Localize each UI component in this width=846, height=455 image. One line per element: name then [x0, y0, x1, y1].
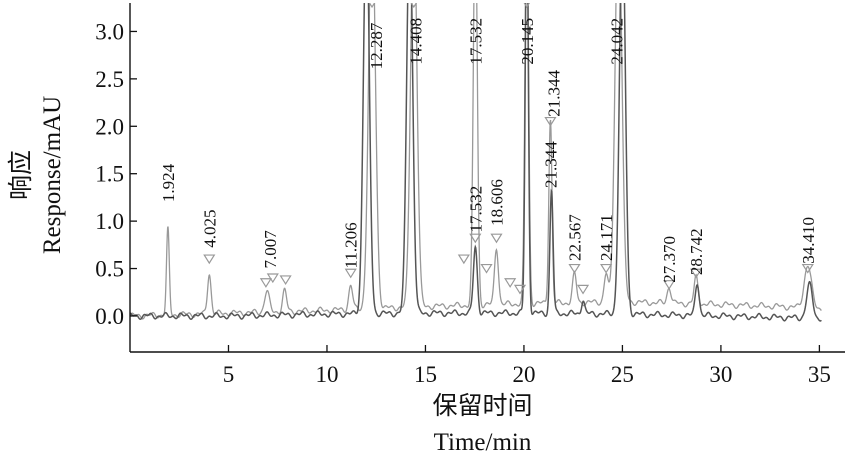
peak-label-8: 20.145 [518, 18, 537, 65]
peak-label-2: 4.025 [200, 209, 219, 247]
peak-marker-11 [490, 233, 503, 244]
peak-marker-12 [504, 278, 517, 288]
peak-marker-5 [344, 268, 357, 279]
peak-marker-10 [480, 263, 493, 274]
y-tick-label-0: 0.0 [95, 304, 124, 329]
peak-label-12: 18.606 [487, 179, 506, 226]
traces [130, 3, 822, 322]
peak-label-17: 28.742 [687, 228, 706, 275]
peak-marker-8 [457, 254, 470, 265]
peak-label-14: 22.567 [566, 214, 585, 261]
x-tick-label-20: 20 [512, 362, 535, 387]
peak-label-16: 27.370 [660, 236, 679, 283]
x-tick-label-10: 10 [315, 362, 338, 387]
x-tick-label-30: 30 [709, 362, 732, 387]
peak-label-15: 24.171 [597, 214, 616, 261]
peak-label-13: 21.344 [541, 141, 560, 188]
y-tick-label-2.5: 2.5 [95, 67, 124, 92]
peak-label-18: 34.410 [799, 217, 818, 264]
peak-label-3: 7.007 [261, 230, 280, 269]
peak-marker-19 [663, 280, 676, 290]
chromatogram-trace-2 [130, 3, 822, 322]
peak-label-10: 24.042 [608, 18, 627, 65]
x-tick-label-5: 5 [223, 362, 235, 387]
peak-marker-15 [544, 116, 557, 127]
x-axis-title-cn: 保留时间 [432, 392, 532, 420]
peak-marker-13 [513, 284, 527, 295]
peak-label-9: 21.344 [544, 70, 563, 117]
peak-label-5: 12.287 [367, 22, 386, 69]
peak-marker-20 [690, 268, 703, 279]
y-tick-label-1: 1.0 [95, 209, 124, 234]
y-tick-label-1.5: 1.5 [95, 162, 124, 187]
y-axis-title-en: Response/mAU [39, 96, 66, 254]
peak-label-4: 11.206 [342, 222, 361, 268]
peak-marker-14 [523, 3, 531, 9]
peak-marker-18 [600, 263, 613, 274]
x-tick-label-15: 15 [414, 362, 437, 387]
y-axis-title-cn: 响应 [7, 150, 35, 200]
peak-marker-16 [568, 263, 581, 274]
peak-label-6: 14.408 [407, 18, 426, 65]
y-tick-label-3: 3.0 [95, 19, 124, 44]
peak-label-7: 17.532 [466, 18, 485, 65]
peak-marker-9 [469, 233, 482, 244]
peak-marker-3 [266, 273, 279, 284]
peak-marker-4 [279, 275, 292, 286]
peak-label-11: 17.532 [466, 186, 485, 233]
peak-label-1: 1.924 [159, 163, 178, 202]
y-tick-label-0.5: 0.5 [95, 257, 124, 282]
peak-marker-21 [801, 263, 814, 274]
y-tick-label-2: 2.0 [95, 114, 124, 139]
x-tick-label-25: 25 [611, 362, 634, 387]
x-axis-title-en: Time/min [434, 429, 532, 455]
peak-marker-17 [576, 284, 590, 295]
x-tick-label-35: 35 [808, 362, 831, 387]
peak-marker-1 [203, 254, 216, 265]
peak-marker-7 [410, 3, 418, 9]
peak-marker-2 [259, 278, 272, 288]
